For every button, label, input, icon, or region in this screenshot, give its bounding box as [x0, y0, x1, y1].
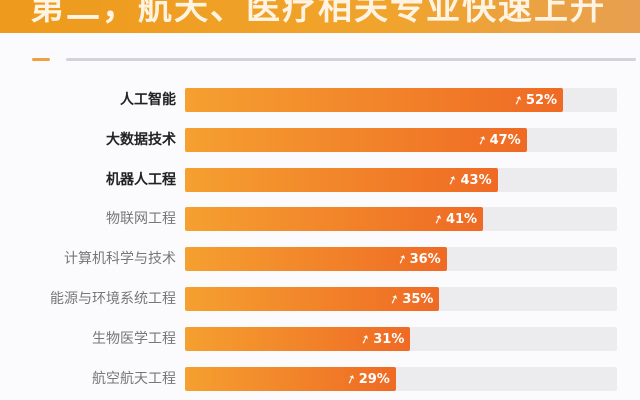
category-label: 能源与环境系统工程 — [50, 291, 176, 307]
bar: ➚29% — [185, 366, 396, 392]
value-text: 47% — [489, 132, 521, 148]
value-label: ➚29% — [344, 367, 390, 392]
category-label: 机器人工程 — [106, 171, 176, 188]
value-label: ➚47% — [474, 128, 521, 153]
value-text: 52% — [525, 93, 558, 108]
value-text: 29% — [358, 371, 390, 387]
bar: ➚35% — [185, 287, 440, 312]
category-label: 物联网工程 — [106, 211, 176, 228]
rising-arrow-icon: ➚ — [430, 211, 446, 228]
rising-arrow-icon: ➚ — [445, 171, 460, 188]
value-label: ➚43% — [445, 168, 492, 193]
value-label: ➚31% — [358, 327, 405, 352]
category-label: 人工智能 — [120, 92, 176, 108]
bar: ➚52% — [185, 88, 564, 113]
chart-title: 第二，航天、医疗相关专业快速上升 — [30, 0, 606, 28]
category-label: 计算机科学与技术 — [64, 251, 176, 268]
bar-row: 机器人工程 ➚43% — [0, 167, 640, 193]
bar-row: 大数据技术 ➚47% — [0, 127, 640, 153]
value-text: 31% — [373, 331, 405, 347]
bar-row: 物联网工程 ➚41% — [0, 207, 640, 232]
rising-arrow-icon: ➚ — [343, 370, 358, 387]
value-label: ➚36% — [394, 247, 441, 272]
value-label: ➚52% — [511, 88, 558, 113]
bar-row: 航空航天工程 ➚29% — [0, 366, 640, 392]
rising-arrow-icon: ➚ — [394, 250, 409, 268]
bar-row: 人工智能 ➚52% — [0, 88, 640, 112]
rising-arrow-icon: ➚ — [358, 330, 373, 348]
accent-dash — [32, 58, 50, 61]
bar: ➚41% — [185, 207, 484, 232]
bar-row: 能源与环境系统工程 ➚35% — [0, 287, 640, 311]
bar: ➚47% — [185, 127, 527, 153]
category-label: 生物医学工程 — [92, 330, 176, 347]
category-label: 大数据技术 — [106, 131, 176, 148]
title-banner: 第二，航天、医疗相关专业快速上升 — [0, 0, 640, 33]
value-label: ➚35% — [387, 287, 434, 312]
value-text: 35% — [402, 292, 434, 307]
value-label: ➚41% — [431, 207, 478, 232]
rising-arrow-icon: ➚ — [474, 131, 489, 149]
value-text: 36% — [409, 252, 441, 268]
divider — [66, 58, 636, 61]
bar: ➚31% — [185, 326, 411, 352]
value-text: 41% — [445, 212, 478, 228]
value-text: 43% — [460, 172, 492, 188]
bar: ➚36% — [185, 247, 447, 272]
category-label: 航空航天工程 — [92, 370, 176, 387]
bar-row: 生物医学工程 ➚31% — [0, 326, 640, 352]
bar-row: 计算机科学与技术 ➚36% — [0, 247, 640, 272]
bar: ➚43% — [185, 167, 498, 193]
rising-arrow-icon: ➚ — [510, 91, 525, 109]
rising-arrow-icon: ➚ — [387, 290, 402, 308]
